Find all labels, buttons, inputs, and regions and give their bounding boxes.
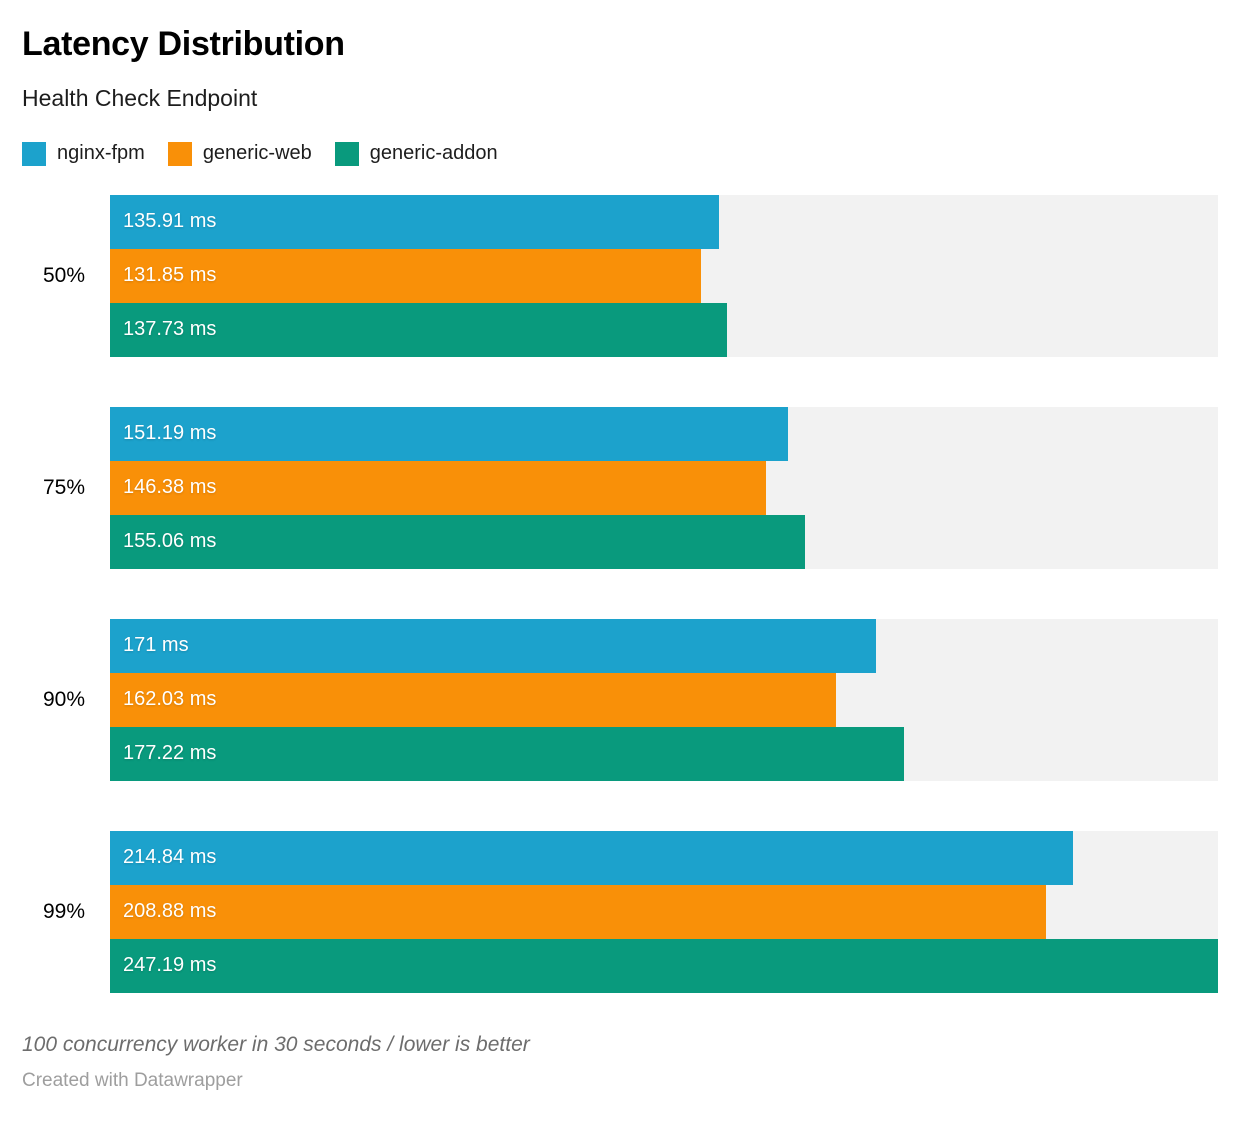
bar-generic-web: 208.88 ms [110,884,1047,939]
legend-item: generic-web [167,141,312,166]
bar-group: 75% 151.19 ms 146.38 ms 155.06 ms [22,406,1218,569]
bar-value-label: 137.73 ms [123,318,217,341]
bar-track: 135.91 ms 131.85 ms 137.73 ms [110,194,1218,357]
footer-note: 100 concurrency worker in 30 seconds / l… [22,1032,530,1056]
group-label: 75% [42,475,85,499]
legend-label: generic-web [202,142,312,165]
group-label: 99% [42,899,85,923]
bar-track: 214.84 ms 208.88 ms 247.19 ms [110,830,1218,993]
group-label: 50% [42,263,85,287]
bar-group: 99% 214.84 ms 208.88 ms 247.19 ms [22,830,1218,993]
bar-generic-web: 162.03 ms [110,672,837,727]
bar-value-label: 162.03 ms [123,688,217,711]
bar-value-label: 146.38 ms [123,476,217,499]
bar-value-label: 247.19 ms [123,954,217,977]
bar-generic-web: 131.85 ms [110,248,701,303]
legend-swatch-icon [22,141,46,166]
bar-nginx-fpm: 135.91 ms [110,194,720,249]
bar-value-label: 155.06 ms [123,530,217,553]
bar-generic-web: 146.38 ms [110,460,767,515]
chart-title: Latency Distribution [22,25,345,63]
bar-nginx-fpm: 214.84 ms [110,830,1073,885]
bar-value-label: 135.91 ms [123,210,217,233]
attribution: Created with Datawrapper [22,1069,243,1091]
group-label: 90% [42,687,85,711]
bar-generic-addon: 155.06 ms [110,514,806,569]
legend-label: generic-addon [369,142,498,165]
legend-swatch-icon [334,141,359,166]
legend-item: generic-addon [334,141,498,166]
bar-value-label: 208.88 ms [123,900,217,923]
legend-item: nginx-fpm [22,141,145,166]
bar-group: 90% 171 ms 162.03 ms 177.22 ms [22,618,1218,781]
bar-value-label: 171 ms [123,634,189,657]
bar-generic-addon: 247.19 ms [110,938,1218,993]
bar-value-label: 131.85 ms [123,264,217,287]
bar-nginx-fpm: 171 ms [110,618,877,673]
bar-chart: 50% 135.91 ms 131.85 ms 137.73 ms 75% 151.19 … [22,194,1218,993]
legend: nginx-fpm generic-web generic-addon [22,141,1218,166]
bar-track: 151.19 ms 146.38 ms 155.06 ms [110,406,1218,569]
bar-generic-addon: 137.73 ms [110,302,728,357]
chart-subtitle: Health Check Endpoint [22,85,258,112]
bar-value-label: 151.19 ms [123,422,217,445]
legend-label: nginx-fpm [57,142,145,165]
bar-value-label: 177.22 ms [123,742,217,765]
bar-generic-addon: 177.22 ms [110,726,905,781]
bar-track: 171 ms 162.03 ms 177.22 ms [110,618,1218,781]
bar-group: 50% 135.91 ms 131.85 ms 137.73 ms [22,194,1218,357]
legend-swatch-icon [167,141,192,166]
bar-nginx-fpm: 151.19 ms [110,406,788,461]
bar-value-label: 214.84 ms [123,846,217,869]
